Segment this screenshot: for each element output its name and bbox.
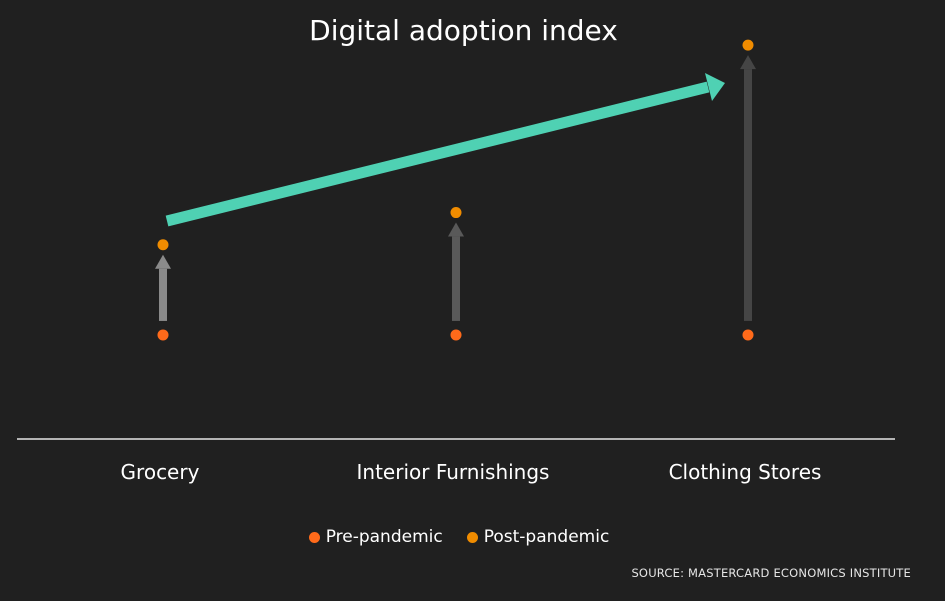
pre-pandemic-point [157,329,169,341]
legend: Pre-pandemic Post-pandemic [0,527,918,547]
legend-label-post: Post-pandemic [483,527,610,547]
pre-pandemic-point [742,329,754,341]
legend-label-pre: Pre-pandemic [325,527,443,547]
trend-arrow-shaft [165,81,710,227]
chart-title: Digital adoption index [309,14,618,47]
change-arrow-shaft [159,268,167,321]
legend-dot-post-icon [466,531,478,543]
legend-item-post: Post-pandemic [466,527,610,547]
post-pandemic-point [450,207,462,219]
pre-pandemic-point [450,329,462,341]
trend-arrow-head [705,73,725,101]
legend-item-pre: Pre-pandemic [308,527,443,547]
post-pandemic-point [742,39,754,51]
x-tick-label: Clothing Stores [669,460,822,484]
change-arrow-shaft [452,236,460,321]
legend-dot-pre-icon [308,531,320,543]
x-tick-label: Grocery [121,460,200,484]
change-arrow-head [740,55,756,70]
x-tick-label: Interior Furnishings [357,460,550,484]
change-arrow-head [448,222,464,237]
post-pandemic-point [157,239,169,251]
source-note: SOURCE: MASTERCARD ECONOMICS INSTITUTE [631,566,911,580]
change-arrow-shaft [744,69,752,321]
change-arrow-head [155,254,171,269]
